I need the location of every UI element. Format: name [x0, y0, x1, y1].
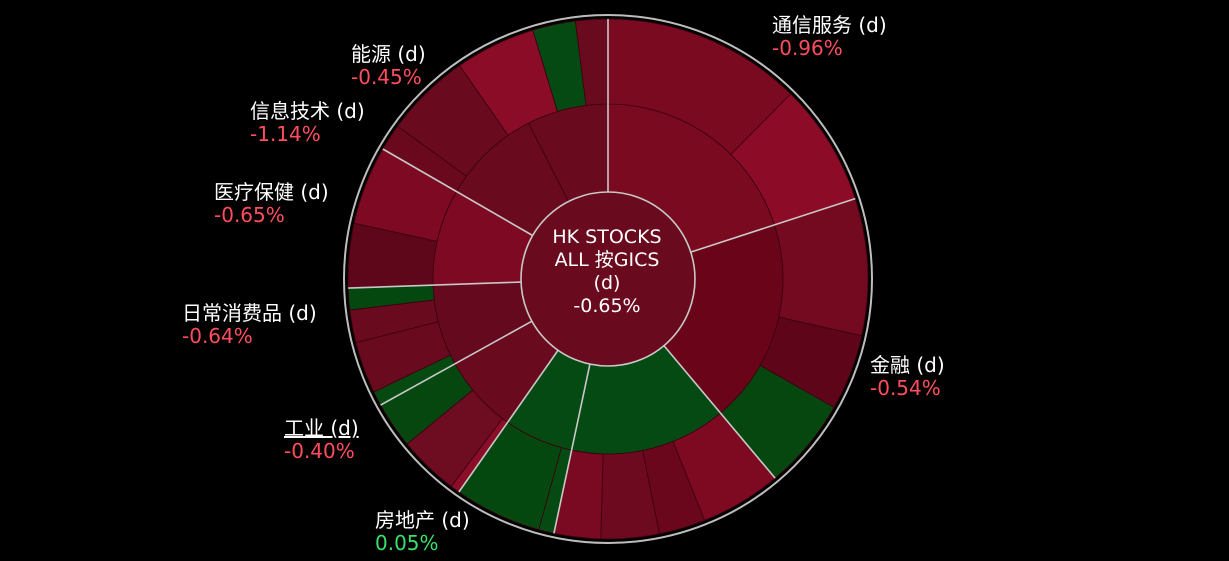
sector-label-consumer-staples[interactable]: 日常消费品 (d) -0.64% [182, 303, 317, 346]
sector-name: 医疗保健 (d) [214, 180, 329, 204]
sector-name: 通信服务 (d) [772, 13, 887, 37]
sector-label-industrials[interactable]: 工业 (d) -0.40% [284, 418, 359, 461]
sector-change: -0.65% [214, 203, 285, 227]
sector-name: 能源 (d) [351, 42, 426, 66]
sector-change: -1.14% [250, 122, 321, 146]
sector-divider [663, 345, 776, 479]
sector-change: -0.64% [182, 324, 253, 348]
sector-change: -0.96% [772, 36, 843, 60]
center-value: -0.65% [573, 295, 641, 317]
sector-label-financials[interactable]: 金融 (d) -0.54% [870, 355, 945, 398]
sector-label-real-estate[interactable]: 房地产 (d) 0.05% [375, 510, 470, 553]
sunburst-outer-ring [343, 14, 873, 544]
sector-change: -0.54% [870, 376, 941, 400]
sector-divider [690, 197, 856, 253]
sector-label-health-care[interactable]: 医疗保健 (d) -0.65% [214, 182, 329, 225]
center-line1: HK STOCKS [552, 226, 662, 248]
sector-divider [458, 349, 559, 493]
sector-divider [553, 363, 591, 534]
sector-name: 房地产 (d) [375, 508, 470, 532]
sector-label-communication[interactable]: 通信服务 (d) -0.96% [772, 15, 887, 58]
sector-name: 金融 (d) [870, 353, 945, 377]
sunburst-center-disc[interactable] [520, 191, 696, 367]
center-line3: (d) [593, 272, 621, 294]
sector-name: 工业 (d) [284, 416, 359, 440]
sector-change: 0.05% [375, 531, 439, 555]
center-line2: ALL 按GICS [554, 249, 660, 271]
sector-name: 信息技术 (d) [250, 99, 365, 123]
sector-divider [380, 320, 533, 406]
sector-divider [382, 148, 534, 237]
sector-divider [348, 281, 522, 289]
sector-change: -0.40% [284, 439, 355, 463]
sector-label-energy[interactable]: 能源 (d) -0.45% [351, 44, 426, 87]
sector-name: 日常消费品 (d) [182, 301, 317, 325]
sector-label-information-technology[interactable]: 信息技术 (d) -1.14% [250, 101, 365, 144]
chart-center-label[interactable]: HK STOCKS ALL 按GICS (d) -0.65% [522, 226, 692, 318]
sector-change: -0.45% [351, 65, 422, 89]
